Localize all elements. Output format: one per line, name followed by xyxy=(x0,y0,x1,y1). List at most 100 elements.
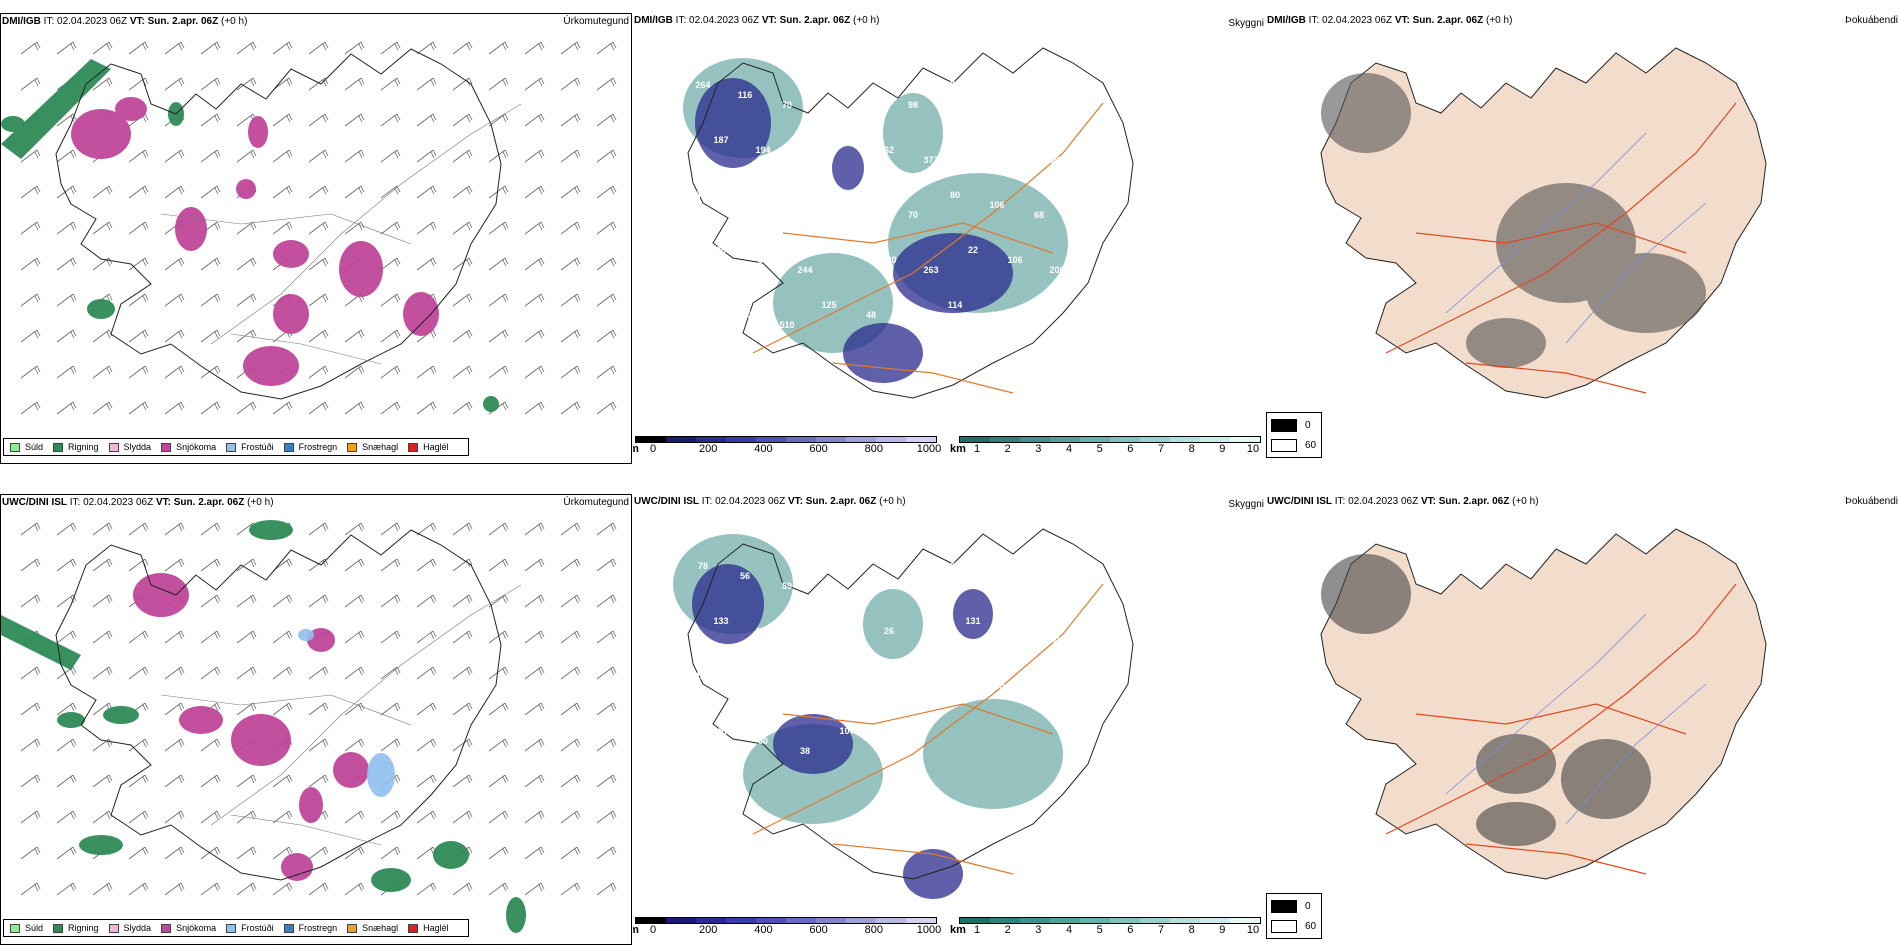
wind-barb xyxy=(452,185,473,199)
legend-item: Súld xyxy=(10,923,43,933)
wind-barb xyxy=(596,702,617,716)
wind-barb xyxy=(344,401,365,415)
wind-barb xyxy=(452,774,473,788)
colorbar-segment xyxy=(1050,918,1080,923)
wind-barb xyxy=(380,365,401,379)
wind-barb xyxy=(272,810,293,824)
colorbar-unit: m xyxy=(633,443,639,455)
wind-barb xyxy=(560,666,581,680)
cloudbase-label: 157 xyxy=(713,726,728,736)
iceland-coast xyxy=(687,47,1134,399)
wind-barb xyxy=(20,401,41,415)
colorbar-tick: 4 xyxy=(1065,924,1073,936)
wind-barb xyxy=(416,257,437,271)
wind-barb xyxy=(380,810,401,824)
wind-barb xyxy=(20,329,41,343)
cloudbase-label: 68 xyxy=(1034,210,1044,220)
wind-barb xyxy=(272,630,293,644)
wind-barb xyxy=(452,594,473,608)
colorbar-tick: 9 xyxy=(1219,924,1226,936)
wind-barb xyxy=(128,774,149,788)
wind-barb xyxy=(452,113,473,127)
wind-barb xyxy=(308,185,329,199)
wind-barb xyxy=(524,846,545,860)
wind-barb xyxy=(452,77,473,91)
wind-barb xyxy=(344,738,365,752)
wind-barb xyxy=(236,774,257,788)
wind-barb xyxy=(524,329,545,343)
wind-barb xyxy=(20,702,41,716)
visibility-colorbar: km 1 2 3 4 5 6 7 8 9 10 xyxy=(950,436,1261,457)
wind-barb xyxy=(416,810,437,824)
cloudbase-panel-top: DMI/IGB IT: 02.04.2023 06Z VT: Sun. 2.ap… xyxy=(633,13,1266,464)
wind-barb xyxy=(200,522,221,536)
colorbar-tick: 400 xyxy=(754,924,773,936)
cloudbase-label: 139 xyxy=(695,300,710,310)
cloudbase-label: 187 xyxy=(713,135,728,145)
cloudbase-label: 128 xyxy=(905,320,920,330)
precip-legend: Súld Rigning Slydda Snjókoma Frostúði Frostre… xyxy=(3,919,469,937)
legend-label: Frostúði xyxy=(241,923,274,933)
wind-barb xyxy=(92,630,113,644)
wind-barb xyxy=(596,293,617,307)
cloudbase-label: 263 xyxy=(923,265,938,275)
wind-barb xyxy=(272,594,293,608)
fog-areas xyxy=(1321,554,1651,846)
legend-label: Slydda xyxy=(123,923,152,933)
wind-barb xyxy=(272,41,293,55)
wind-barb xyxy=(524,630,545,644)
colorbar-tick: 800 xyxy=(864,443,883,455)
wind-barb xyxy=(524,882,545,896)
wind-barb xyxy=(596,365,617,379)
wind-barb xyxy=(596,846,617,860)
wind-barb xyxy=(164,522,185,536)
cloudbase-colorbar: m 0 200 400 600 800 1000 xyxy=(633,436,941,457)
colorbar-segment xyxy=(960,437,990,442)
legend-label: Snæhagl xyxy=(362,442,399,452)
colorbar-tick: 1 xyxy=(973,924,981,936)
wind-barb xyxy=(128,401,149,415)
wind-barb xyxy=(308,41,329,55)
wind-barb xyxy=(128,630,149,644)
legend-item: Rigning xyxy=(53,442,99,452)
colorbar-tick: 10 xyxy=(1246,924,1260,936)
colorbar-segment xyxy=(876,437,906,442)
wind-barb xyxy=(452,702,473,716)
cloudbase-label: 22 xyxy=(968,245,978,255)
cloudbase-label: 70 xyxy=(908,581,918,591)
wind-barb xyxy=(128,77,149,91)
cloudbase-label: 510 xyxy=(779,320,794,330)
legend-swatch xyxy=(283,923,294,933)
wind-barb xyxy=(200,630,221,644)
wind-barb xyxy=(416,77,437,91)
cloudbase-label: 64 xyxy=(824,190,834,200)
wind-barb xyxy=(92,594,113,608)
colorbar-segment xyxy=(1050,437,1080,442)
cloudbase-label: 87 xyxy=(758,255,768,265)
cloudbase-label: 121 xyxy=(1031,100,1046,110)
fog-panel-bottom: UWC/DINI ISL IT: 02.04.2023 06Z VT: Sun.… xyxy=(1266,494,1900,945)
cloudbase-label: 103 xyxy=(863,200,878,210)
wind-barb xyxy=(308,738,329,752)
legend-swatch xyxy=(347,442,358,452)
legend-label: Rigning xyxy=(68,923,99,933)
wind-barb xyxy=(164,257,185,271)
colorbar-strip xyxy=(959,436,1261,443)
wind-barb xyxy=(560,185,581,199)
colorbar-segment xyxy=(1020,437,1050,442)
wind-barb xyxy=(452,329,473,343)
rivers xyxy=(1445,613,1707,825)
wind-barb xyxy=(200,594,221,608)
roads xyxy=(752,102,1104,394)
legend-item: Súld xyxy=(10,442,43,452)
wind-barb xyxy=(272,221,293,235)
wind-barb xyxy=(272,666,293,680)
wind-barb xyxy=(128,522,149,536)
cloudbase-label: 62 xyxy=(884,145,894,155)
wind-barb xyxy=(56,522,77,536)
wind-barb xyxy=(452,558,473,572)
panel-title: Þokuábendi xyxy=(1845,496,1898,507)
legend-item: Snæhagl xyxy=(347,442,398,452)
wind-barb xyxy=(128,293,149,307)
cloudbase-label: 26 xyxy=(884,626,894,636)
